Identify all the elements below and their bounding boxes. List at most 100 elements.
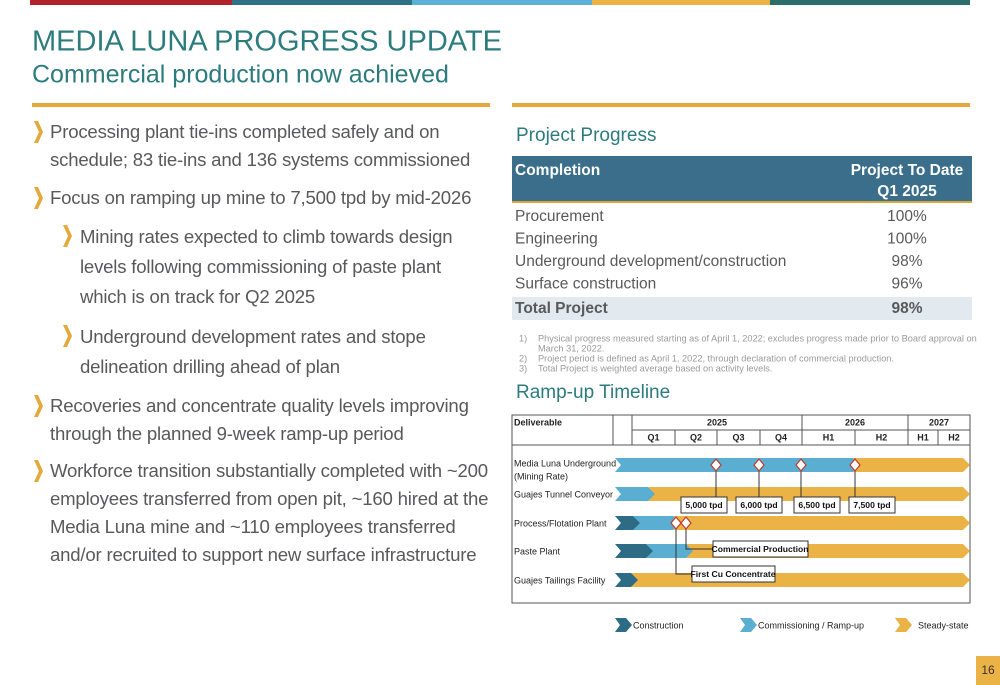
footnote: March 31, 2022. <box>538 343 604 353</box>
column-header: Q1 2025 <box>877 183 937 200</box>
period: Q1 <box>647 432 659 442</box>
period: H1 <box>917 432 929 442</box>
year: 2025 <box>707 417 727 427</box>
bullet: Workforce transition substantially compl… <box>50 460 489 565</box>
callout-box <box>735 496 783 514</box>
total-row <box>512 297 972 320</box>
column-header: Completion <box>515 162 600 179</box>
bullet-chevron <box>63 325 72 347</box>
bullet: Underground development rates and stope … <box>80 326 426 377</box>
milestone <box>680 516 692 530</box>
footnote-marker: 1) <box>519 333 527 343</box>
phase-arrow <box>615 487 655 501</box>
total-label: Total Project <box>515 300 608 317</box>
page-number-box <box>976 656 1000 685</box>
phase-arrow <box>615 458 860 472</box>
legend-swatch <box>615 618 632 632</box>
row-label: Procurement <box>515 208 604 225</box>
bullet-chevron <box>34 187 43 209</box>
bullet: Recoveries and concentrate quality level… <box>50 395 469 444</box>
divider <box>32 103 490 107</box>
top-bar <box>770 0 970 5</box>
legend-label: Commissioning / Ramp-up <box>758 620 864 630</box>
subtitle: Commercial production now achieved <box>32 61 449 89</box>
legend-swatch <box>895 618 912 632</box>
top-bar <box>412 0 592 5</box>
year: 2027 <box>929 417 949 427</box>
bullet-chevron <box>34 460 43 482</box>
bullet: Processing plant tie-ins completed safel… <box>50 121 471 170</box>
row-label: Surface construction <box>515 276 656 293</box>
table-body: Procurement 100% Engineering 100% Undergroun… <box>515 208 927 293</box>
footnote-marker: 2) <box>519 353 527 363</box>
row-value: 98% <box>891 253 922 270</box>
phase-arrow <box>615 544 653 558</box>
row-label: Engineering <box>515 231 598 248</box>
milestone <box>753 458 765 472</box>
bullet: Mining rates expected to climb towards d… <box>80 226 453 307</box>
period: H2 <box>948 432 960 442</box>
table-header <box>512 156 972 203</box>
top-bar <box>30 0 232 5</box>
row-label: Process/Flotation Plant <box>514 518 607 528</box>
phase-arrow <box>633 516 680 530</box>
column-header: Deliverable <box>514 417 562 427</box>
phase-arrow <box>615 516 640 530</box>
bullet-chevron <box>34 395 43 417</box>
callout: 7,500 tpd <box>853 500 890 510</box>
total-value: 98% <box>891 300 922 317</box>
section-title: Project Progress <box>516 125 656 146</box>
footnote: Physical progress measured starting as o… <box>538 333 977 343</box>
row-value: 100% <box>887 208 927 225</box>
callout-line <box>685 529 713 550</box>
callout-box <box>712 540 809 558</box>
callout-box <box>793 496 841 514</box>
period: Q2 <box>690 432 702 442</box>
milestone <box>795 458 807 472</box>
timeline: Deliverable 2025 2026 2027 Q1 Q2 Q3 Q4 H1 H2 H1 H2 M… <box>511 414 971 632</box>
callout: Commercial Production <box>712 544 809 554</box>
period: H2 <box>876 432 888 442</box>
row-label: Guajes Tailings Facility <box>514 575 606 585</box>
bullet-chevron <box>63 225 72 247</box>
callout-box <box>848 496 896 514</box>
row-label: Underground development/construction <box>515 253 786 270</box>
row-value: 96% <box>891 276 922 293</box>
milestone <box>849 458 861 472</box>
row-label: Guajes Tunnel Conveyor <box>514 489 613 499</box>
timeline-frame <box>511 414 971 604</box>
footnotes: 1) Physical progress measured starting as… <box>519 333 977 373</box>
callout: First Cu Concentrate <box>691 569 776 579</box>
legend-label: Construction <box>633 620 684 630</box>
period: Q3 <box>732 432 744 442</box>
period: H1 <box>823 432 835 442</box>
bullet: Focus on ramping up mine to 7,500 tpd by… <box>50 187 472 208</box>
footnote: Project period is defined as April 1, 20… <box>538 353 894 363</box>
top-bar <box>592 0 770 5</box>
phase-arrow <box>615 573 638 587</box>
milestone <box>710 458 722 472</box>
phase-arrow <box>673 516 970 530</box>
callout: 5,000 tpd <box>685 500 722 510</box>
period: Q4 <box>775 432 787 442</box>
callout: 6,500 tpd <box>798 500 835 510</box>
top-bar <box>232 0 412 5</box>
section-title: Ramp-up Timeline <box>516 382 670 403</box>
callout-box <box>691 565 776 583</box>
footnote: Total Project is weighted average based … <box>538 363 772 373</box>
year: 2026 <box>845 417 865 427</box>
title: MEDIA LUNA PROGRESS UPDATE <box>32 26 502 58</box>
legend-label: Steady-state <box>918 620 969 630</box>
row-value: 100% <box>887 231 927 248</box>
footnote-marker: 3) <box>519 363 527 373</box>
row-note: (Mining Rate) <box>514 471 568 481</box>
table-rule <box>512 201 972 203</box>
column-header: Project To Date <box>851 162 964 179</box>
page-number: 16 <box>981 663 995 677</box>
phase-arrow <box>853 458 970 472</box>
row-label: Paste Plant <box>514 546 561 556</box>
bullet-chevron <box>34 121 43 143</box>
callout-line <box>675 529 692 575</box>
